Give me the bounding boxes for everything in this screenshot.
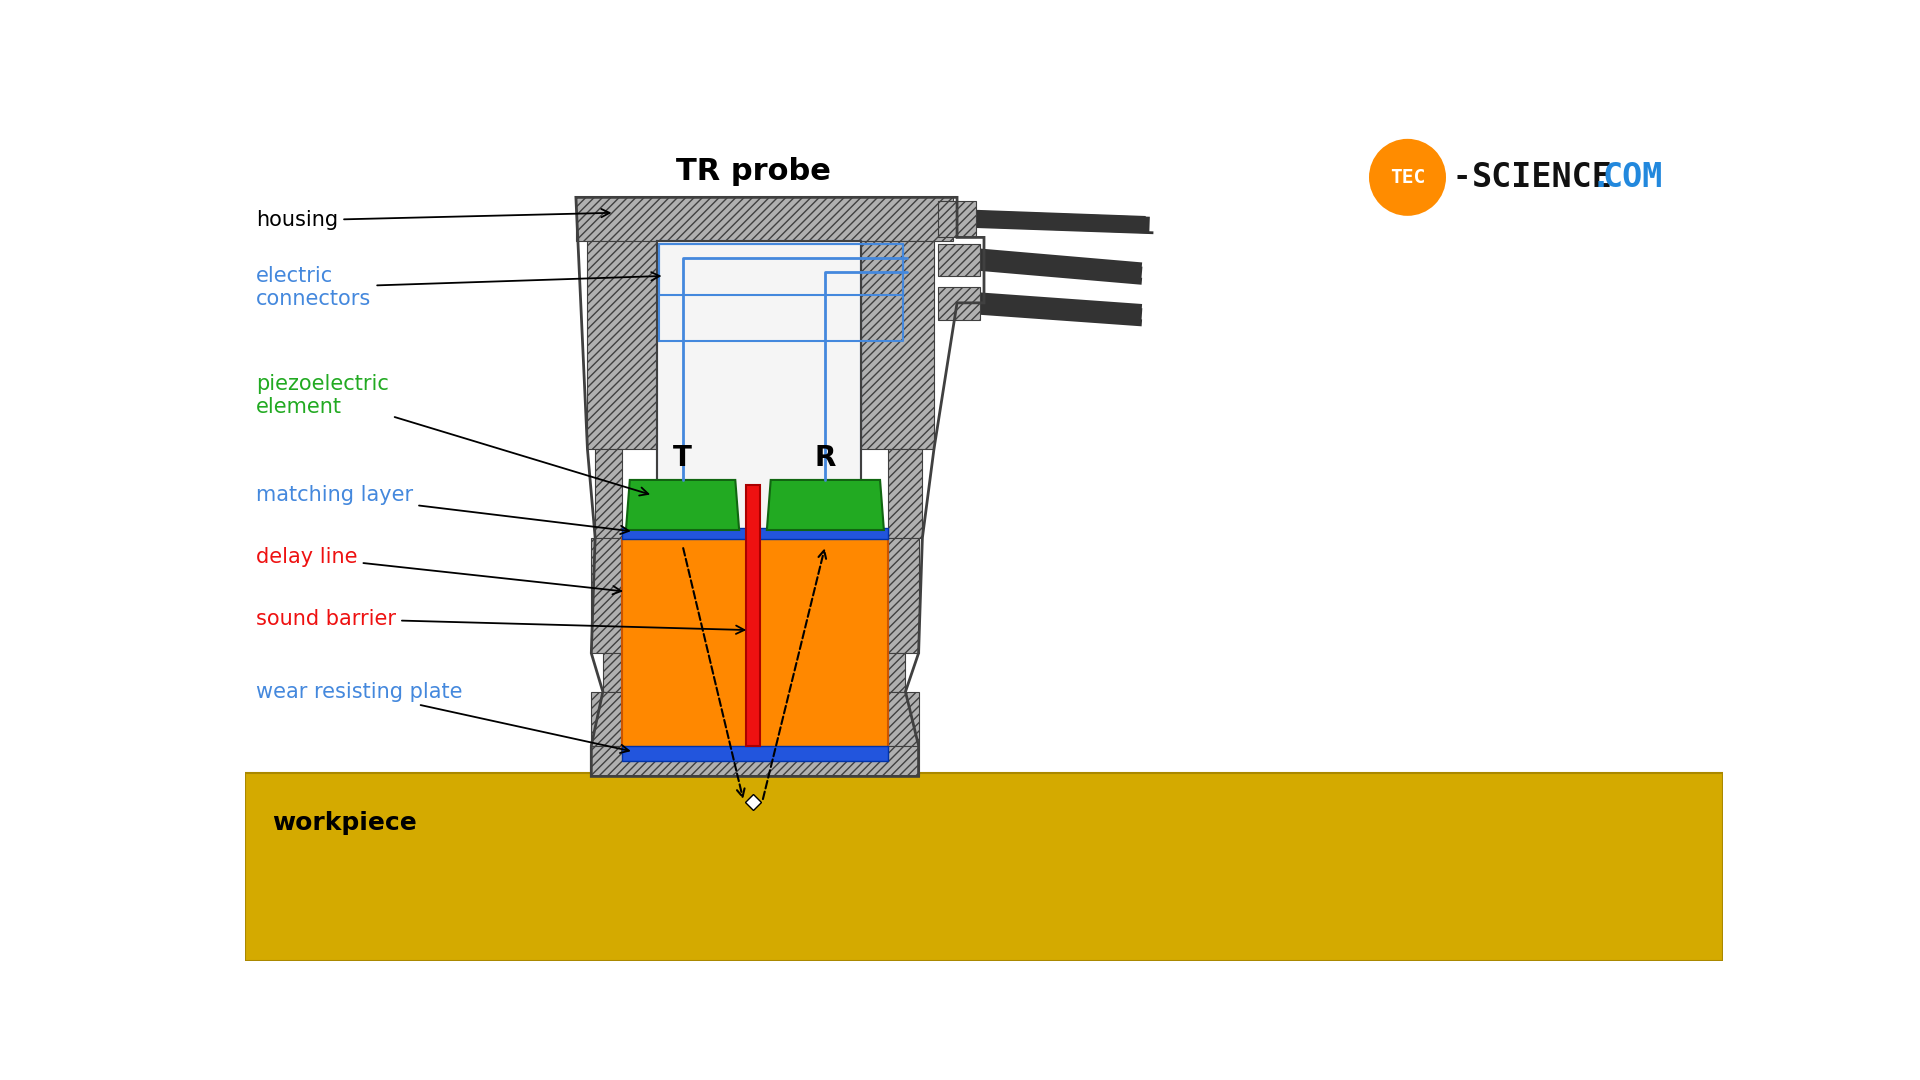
Text: .: . [1592, 161, 1611, 193]
Bar [937, 244, 979, 275]
Text: TR probe: TR probe [676, 158, 831, 187]
Text: piezoelectric
element: piezoelectric element [257, 374, 649, 496]
Bar [937, 287, 979, 320]
Bar [246, 772, 1722, 961]
Text: TEC: TEC [1390, 167, 1425, 187]
Circle shape [1369, 139, 1446, 216]
Bar [622, 528, 887, 539]
Bar [622, 538, 887, 750]
Text: SCIENCE: SCIENCE [1471, 161, 1613, 193]
Text: COM: COM [1603, 161, 1663, 193]
Bar [591, 745, 918, 777]
Bar [937, 201, 975, 238]
Bar [887, 449, 922, 538]
Text: -: - [1452, 163, 1471, 192]
Bar [622, 745, 887, 761]
Text: R: R [814, 444, 835, 472]
Text: housing: housing [257, 208, 611, 230]
Text: T: T [674, 444, 691, 472]
Bar [591, 538, 622, 653]
Bar [576, 198, 952, 241]
Polygon shape [766, 480, 883, 530]
Bar [887, 538, 918, 653]
Bar [595, 449, 622, 538]
Bar [657, 241, 860, 538]
Text: sound barrier: sound barrier [257, 608, 745, 634]
Polygon shape [626, 480, 739, 530]
Bar [588, 241, 657, 449]
Bar [887, 653, 906, 691]
Bar [860, 241, 933, 449]
Text: workpiece: workpiece [273, 811, 417, 835]
Text: wear resisting plate: wear resisting plate [257, 681, 630, 753]
Text: delay line: delay line [257, 546, 622, 594]
Bar [591, 691, 622, 745]
Bar [603, 653, 622, 691]
Bar [887, 691, 918, 745]
Text: matching layer: matching layer [257, 485, 630, 535]
Bar [747, 485, 760, 745]
Text: electric
connectors: electric connectors [257, 266, 660, 309]
